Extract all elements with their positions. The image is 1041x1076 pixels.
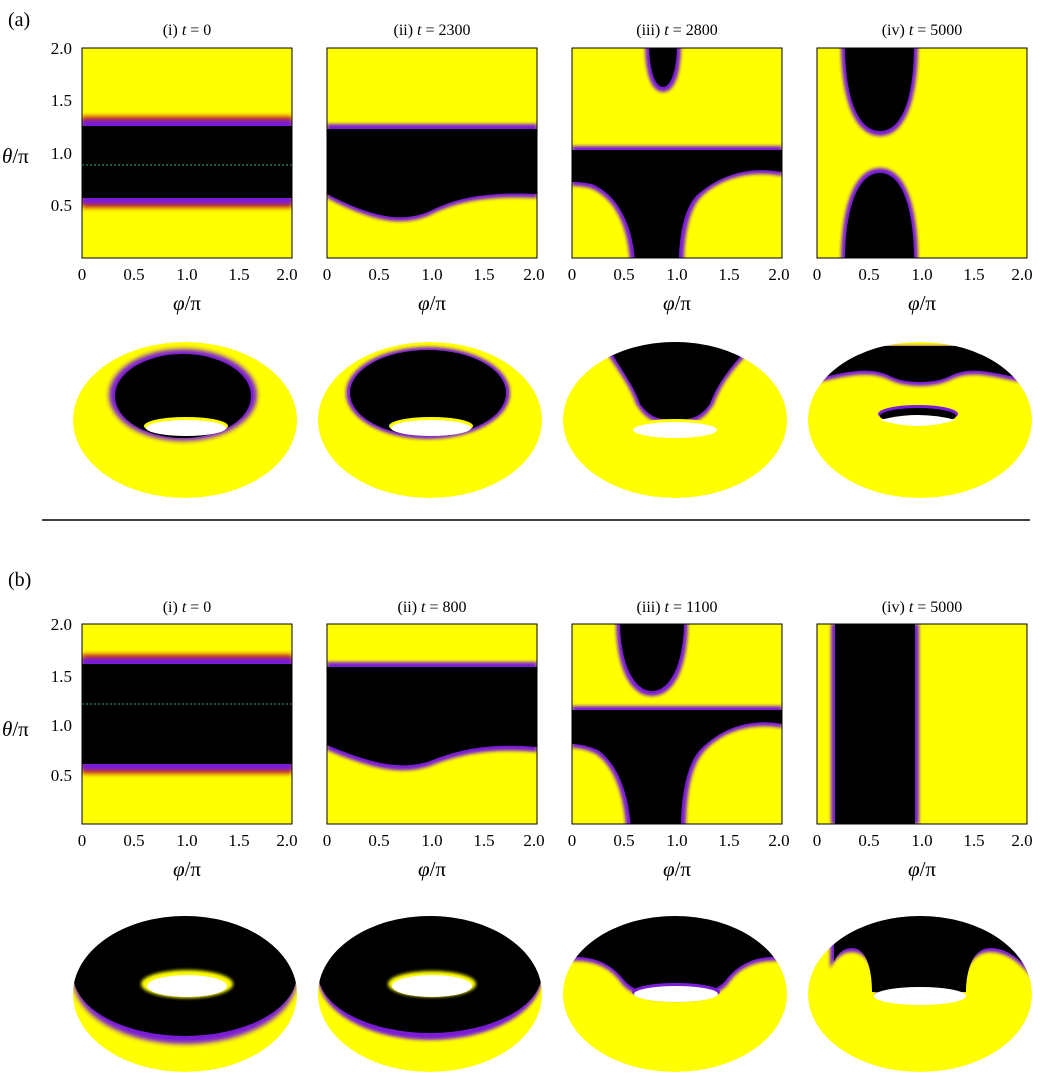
svg-text:1.5: 1.5 (228, 265, 249, 284)
svg-text:0: 0 (568, 831, 577, 850)
svg-text:0: 0 (813, 265, 822, 284)
panel-title-b2: (ii) t = 800 (397, 599, 466, 616)
svg-text:0: 0 (323, 831, 332, 850)
y-tick-a-1.0: 1.0 (51, 144, 72, 163)
panel-title-b4: (iv) t = 5000 (882, 599, 963, 616)
frame-a4 (816, 47, 1028, 259)
svg-text:0: 0 (78, 831, 87, 850)
heatmap-a2 (327, 48, 537, 258)
svg-text:0: 0 (813, 831, 822, 850)
svg-text:0.5: 0.5 (613, 265, 634, 284)
section-label-b: (b) (8, 569, 31, 591)
svg-text:1.0: 1.0 (911, 265, 932, 284)
svg-text:1.5: 1.5 (228, 831, 249, 850)
svg-text:2.0: 2.0 (276, 831, 297, 850)
panel-title-a3: (iii) t = 2800 (636, 22, 717, 39)
svg-text:0: 0 (78, 265, 87, 284)
frame-a2 (326, 47, 538, 259)
y-tick-a-1.5: 1.5 (51, 91, 72, 110)
svg-text:1.5: 1.5 (473, 265, 494, 284)
svg-text:0.5: 0.5 (368, 265, 389, 284)
heatmap-b1 (82, 624, 292, 824)
frame-b3 (571, 623, 783, 825)
svg-text:φ/π: φ/π (663, 291, 691, 315)
section-label-a: (a) (8, 9, 30, 31)
svg-text:φ/π: φ/π (663, 857, 691, 881)
svg-text:1.5: 1.5 (963, 831, 984, 850)
panel-title-a2: (ii) t = 2300 (393, 22, 470, 39)
y-axis-label-b: θ/π (2, 717, 29, 741)
y-tick-b-2.0: 2.0 (51, 615, 72, 634)
svg-text:0: 0 (568, 265, 577, 284)
torus-b3 (563, 916, 787, 1072)
svg-text:1.5: 1.5 (718, 265, 739, 284)
y-tick-b-0.5: 0.5 (51, 766, 72, 785)
heatmap-a4 (817, 48, 1027, 258)
torus-a2 (318, 342, 542, 498)
heatmap-b2 (327, 624, 537, 824)
svg-text:1.5: 1.5 (718, 831, 739, 850)
torus-a1 (73, 342, 297, 498)
svg-text:2.0: 2.0 (523, 831, 544, 850)
x-ticks-a: 0 0.5 1.0 1.5 2.0 0 0.5 1.0 1.5 2.0 0 0.… (78, 265, 1033, 284)
svg-text:φ/π: φ/π (908, 291, 936, 315)
heatmap-b3 (572, 624, 782, 824)
heatmap-b4 (817, 624, 1027, 824)
svg-text:φ/π: φ/π (173, 857, 201, 881)
svg-text:1.0: 1.0 (176, 265, 197, 284)
panel-title-a1: (i) t = 0 (163, 22, 212, 39)
torus-b4 (808, 916, 1032, 1072)
x-ticks-b: 0 0.5 1.0 1.5 2.0 0 0.5 1.0 1.5 2.0 0 0.… (78, 831, 1033, 850)
svg-text:1.5: 1.5 (963, 265, 984, 284)
svg-text:0.5: 0.5 (368, 831, 389, 850)
torus-a4 (808, 342, 1032, 498)
svg-text:2.0: 2.0 (1011, 831, 1032, 850)
panel-title-b3: (iii) t = 1100 (637, 599, 718, 616)
svg-text:2.0: 2.0 (768, 265, 789, 284)
frame-b2 (326, 623, 538, 825)
svg-text:1.0: 1.0 (911, 831, 932, 850)
svg-text:1.0: 1.0 (176, 831, 197, 850)
x-axis-labels-a: φ/π φ/π φ/π φ/π (173, 291, 936, 315)
torus-b1 (73, 916, 297, 1072)
svg-text:0.5: 0.5 (123, 265, 144, 284)
y-tick-b-1.5: 1.5 (51, 667, 72, 686)
panel-title-a4: (iv) t = 5000 (882, 22, 963, 39)
frame-a3 (571, 47, 783, 259)
frame-a1 (81, 47, 293, 259)
svg-text:1.0: 1.0 (421, 831, 442, 850)
svg-text:2.0: 2.0 (768, 831, 789, 850)
svg-text:0.5: 0.5 (858, 265, 879, 284)
torus-b2 (318, 916, 542, 1072)
svg-text:1.0: 1.0 (666, 265, 687, 284)
svg-text:φ/π: φ/π (908, 857, 936, 881)
svg-text:2.0: 2.0 (276, 265, 297, 284)
svg-text:φ/π: φ/π (418, 857, 446, 881)
frame-b4 (816, 623, 1028, 825)
svg-text:φ/π: φ/π (418, 291, 446, 315)
svg-text:1.5: 1.5 (473, 831, 494, 850)
y-tick-a-2.0: 2.0 (51, 39, 72, 58)
torus-a3 (563, 342, 787, 498)
svg-text:0: 0 (323, 265, 332, 284)
panel-title-b1: (i) t = 0 (163, 599, 212, 616)
heatmap-a1 (82, 48, 292, 258)
svg-text:0.5: 0.5 (123, 831, 144, 850)
heatmap-a3 (572, 48, 782, 258)
y-axis-label-a: θ/π (2, 144, 29, 168)
svg-text:2.0: 2.0 (523, 265, 544, 284)
y-tick-a-0.5: 0.5 (51, 196, 72, 215)
svg-text:0.5: 0.5 (613, 831, 634, 850)
svg-text:0.5: 0.5 (858, 831, 879, 850)
frame-b1 (81, 623, 293, 825)
y-tick-b-1.0: 1.0 (51, 716, 72, 735)
x-axis-labels-b: φ/π φ/π φ/π φ/π (173, 857, 936, 881)
svg-text:2.0: 2.0 (1011, 265, 1032, 284)
svg-text:φ/π: φ/π (173, 291, 201, 315)
svg-text:1.0: 1.0 (421, 265, 442, 284)
svg-text:1.0: 1.0 (666, 831, 687, 850)
